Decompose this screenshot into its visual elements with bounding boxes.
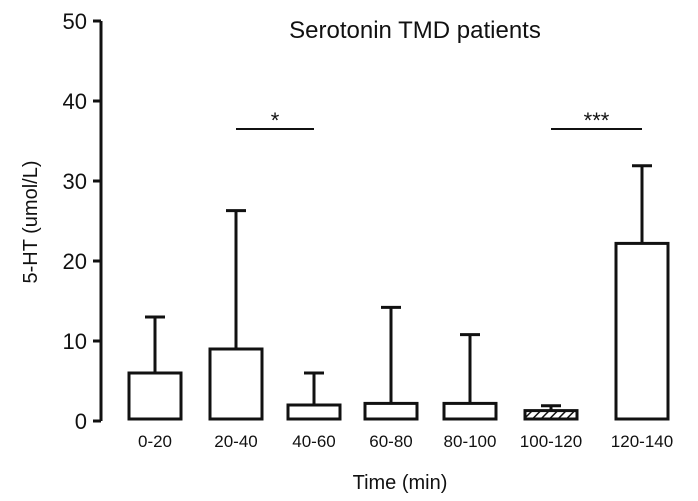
x-axis-labels: 0-20 20-40 40-60 60-80 80-100 100-120 120-140 [138,432,673,451]
x-axis-title: Time (min) [353,472,448,494]
significance-label: * [271,108,280,133]
y-tick-label: 30 [63,169,87,194]
y-tick-label: 0 [75,409,87,434]
bar [442,401,498,421]
bar [614,241,670,421]
x-tick-label: 0-20 [138,432,172,451]
y-axis-title: 5-HT (umol/L) [20,161,42,284]
bar [523,409,579,421]
significance-markers: * *** [236,108,642,133]
x-tick-label: 100-120 [520,432,582,451]
x-tick-label: 80-100 [444,432,497,451]
bar [363,401,419,421]
significance-label: *** [584,108,610,133]
y-tick-label: 20 [63,249,87,274]
y-tick-label: 10 [63,329,87,354]
bar [286,403,342,421]
bar [127,371,183,421]
x-tick-label: 120-140 [611,432,673,451]
bars [127,164,670,421]
y-axis-ticks: 0 10 20 30 40 50 [63,9,101,434]
y-tick-label: 50 [63,9,87,34]
x-tick-label: 60-80 [369,432,412,451]
y-tick-label: 40 [63,89,87,114]
x-tick-label: 20-40 [214,432,257,451]
bar [208,347,264,421]
x-tick-label: 40-60 [292,432,335,451]
chart-title: Serotonin TMD patients [289,17,541,44]
